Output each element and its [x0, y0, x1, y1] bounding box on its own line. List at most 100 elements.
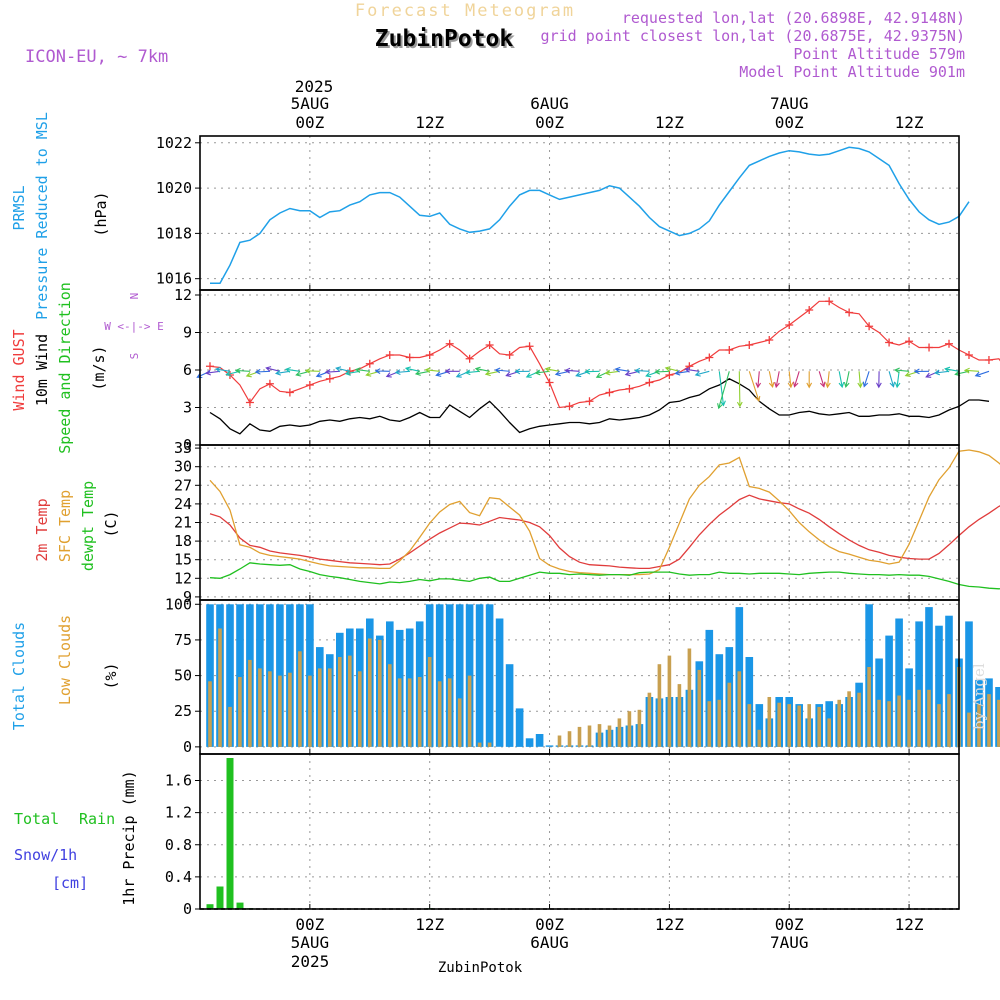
wind-direction-arrow [374, 368, 390, 374]
wind-direction-arrow [534, 369, 550, 376]
gust-marker [365, 359, 374, 368]
top-time-label: 12Z [655, 113, 684, 132]
low-cloud-bar [887, 701, 891, 747]
gust-marker [765, 336, 774, 344]
y-tick-label: 33 [174, 439, 192, 457]
wind-direction-arrow [474, 366, 490, 373]
gust-marker [405, 353, 414, 362]
low-cloud-bar [378, 639, 382, 747]
total-cloud-bar [935, 625, 943, 747]
wind-label: 10m Wind [33, 334, 51, 406]
total-cloud-bar [206, 604, 214, 747]
wind-direction-arrow [894, 371, 901, 389]
panel-frames [199, 135, 960, 910]
gust-marker [525, 342, 534, 351]
low-cloud-bar [677, 684, 682, 747]
total-cloud-bar [545, 745, 554, 747]
wind-direction-arrow [933, 369, 950, 376]
gust-marker [645, 378, 654, 387]
wind-direction-arrow [736, 371, 743, 408]
y-tick-label: 1.6 [165, 772, 192, 790]
bottom-date-label: 5AUG [291, 933, 330, 952]
rain-total-label: Total [14, 810, 59, 828]
gust-marker [964, 351, 973, 359]
gust-marker [625, 384, 634, 393]
wind-direction-arrow [654, 368, 670, 375]
total-cloud-bar [475, 604, 484, 747]
wind-direction-arrow [787, 371, 794, 389]
clouds-unit: (%) [102, 662, 120, 689]
y-tick-label: 9 [183, 588, 192, 606]
low-cloud-bar [847, 691, 851, 747]
bottom-time-label: 00Z [295, 915, 324, 934]
wind-direction-arrow [862, 371, 870, 388]
y-tick-label: 6 [183, 361, 192, 379]
temp-label: 2m Temp [33, 498, 51, 561]
low-cloud-bar [947, 694, 951, 747]
pressure-line [210, 146, 970, 284]
gust-marker [545, 378, 554, 387]
bottom-time-label: 00Z [775, 915, 804, 934]
total-cloud-bar [885, 635, 893, 747]
bottom-time-label: 00Z [535, 915, 564, 934]
low-cloud-bar [717, 699, 722, 747]
total-cloud-bar [226, 604, 234, 747]
low-cloud-bar [767, 697, 772, 747]
y-tick-label: 12 [174, 286, 192, 304]
temp-2m-line [209, 494, 1000, 570]
y-tick-label: 1016 [156, 270, 192, 288]
wind-direction-arrow [354, 367, 370, 373]
point-altitude: Point Altitude 579m [793, 45, 965, 63]
low-cloud-bar [747, 704, 752, 747]
dewpt-label: dewpt Temp [79, 481, 97, 571]
low-cloud-bar [997, 699, 1000, 747]
total-cloud-bar [755, 704, 764, 747]
wind-direction-arrow [768, 371, 775, 389]
low-cloud-bar [697, 669, 702, 747]
rain-bar [226, 758, 234, 909]
wind-direction-arrow [634, 367, 650, 374]
low-cloud-bar [827, 718, 831, 747]
gust-label: Wind GUST [10, 329, 28, 410]
y-tick-label: 24 [174, 495, 192, 513]
low-cloud-bar [727, 682, 732, 747]
top-time-label: 00Z [535, 113, 564, 132]
y-tick-label: 1020 [156, 179, 192, 197]
model-altitude: Model Point Altitude 901m [739, 63, 965, 81]
y-tick-label: 75 [174, 631, 192, 649]
gust-marker [245, 398, 254, 407]
gust-marker [725, 346, 734, 354]
bottom-year: 2025 [291, 952, 330, 971]
total-cloud-bar [485, 604, 494, 747]
wind-direction-arrow [818, 371, 826, 388]
low-cloud-bar [218, 628, 222, 747]
rain-bar [236, 902, 244, 909]
wind-direction-arrow [792, 371, 800, 388]
low-cloud-bar [837, 699, 841, 747]
y-tick-label: 25 [174, 702, 192, 720]
watermark: by Angel [970, 663, 988, 730]
gust-marker [805, 306, 814, 314]
wind-direction-arrow [335, 366, 350, 372]
low-cloud-bar [587, 725, 592, 747]
wind-direction-arrow [234, 367, 250, 374]
dewpt-line [209, 562, 1000, 590]
low-cloud-bar [338, 657, 342, 747]
total-cloud-bar [535, 734, 544, 747]
low-cloud-bar [228, 706, 232, 747]
y-tick-label: 1018 [156, 224, 192, 242]
total-cloud-bar [495, 618, 504, 747]
footer-location: ZubinPotok [438, 960, 523, 976]
total-cloud-bar [505, 664, 514, 747]
low-cloud-bar [757, 729, 762, 747]
wind-direction-arrow [963, 367, 980, 374]
gust-marker [984, 356, 993, 364]
top-time-label: 12Z [415, 113, 444, 132]
total-cloud-bar [965, 621, 973, 747]
wind-direction-arrow [494, 367, 510, 374]
low-cloud-bar [348, 655, 352, 747]
wind-direction-arrow [888, 371, 896, 388]
y-tick-label: 1.2 [165, 804, 192, 822]
wind-direction-arrow [464, 369, 480, 376]
gust-line [209, 300, 1000, 409]
